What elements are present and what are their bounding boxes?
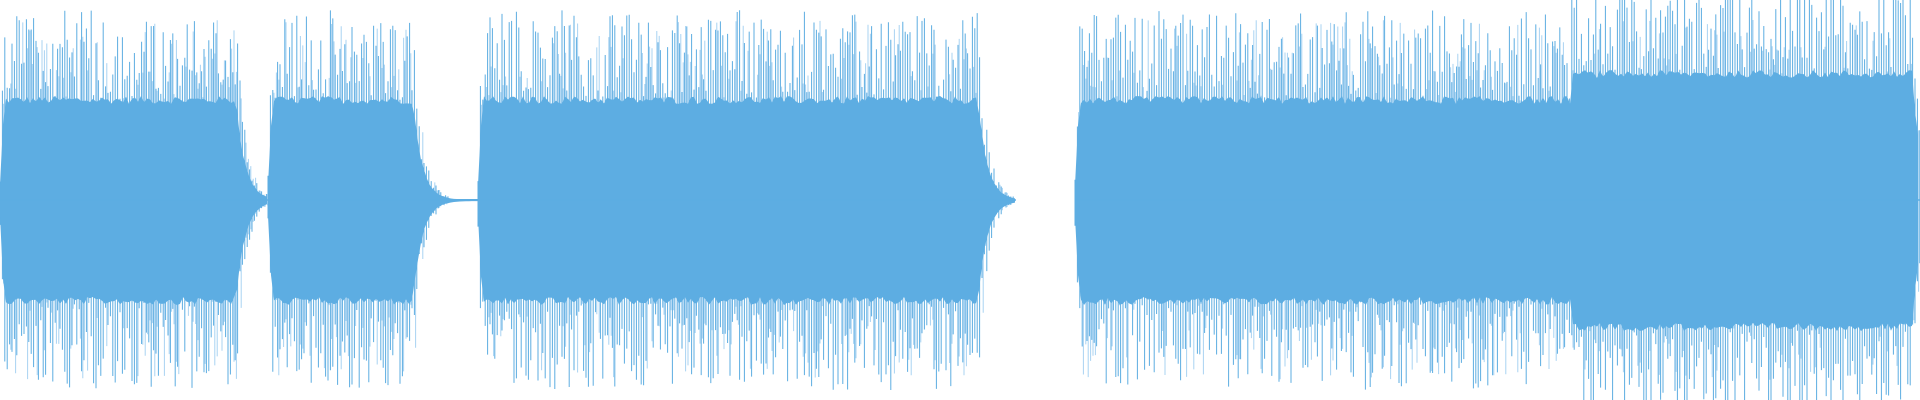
waveform [0,0,1920,400]
waveform-view [0,0,1920,400]
